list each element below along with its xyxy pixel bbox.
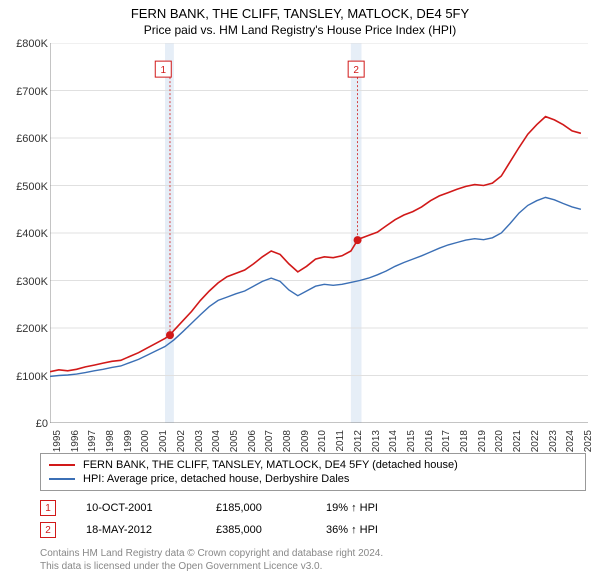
sale-hpi: 36% ↑ HPI [326,524,378,536]
y-tick-label: £500K [16,181,48,193]
sale-marker: 1 [40,500,56,516]
x-tick-label: 2010 [317,430,328,452]
x-tick-label: 2019 [477,430,488,452]
x-tick-label: 2015 [406,430,417,452]
x-tick-label: 2021 [512,430,523,452]
x-tick-label: 1996 [70,430,81,452]
chart-area: 12 [50,43,588,423]
x-tick-label: 2004 [211,430,222,452]
y-tick-label: £100K [16,371,48,383]
x-tick-label: 2000 [140,430,151,452]
x-tick-label: 2005 [229,430,240,452]
x-tick-label: 2014 [388,430,399,452]
svg-text:2: 2 [353,65,359,76]
x-tick-label: 2006 [247,430,258,452]
x-tick-label: 2011 [335,430,346,452]
x-tick-label: 1999 [123,430,134,452]
chart-title: FERN BANK, THE CLIFF, TANSLEY, MATLOCK, … [0,0,600,21]
x-tick-label: 2016 [424,430,435,452]
x-tick-label: 2012 [353,430,364,452]
x-tick-label: 2008 [282,430,293,452]
chart-svg: 12 [50,43,588,423]
sale-price: £385,000 [216,524,296,536]
x-axis-labels: 1995 1996 1997 1998 1999 2000 2001 2002 2003 2004… [50,426,588,466]
chart-subtitle: Price paid vs. HM Land Registry's House … [0,21,600,43]
legend-text: HPI: Average price, detached house, Derb… [83,473,349,485]
x-tick-label: 2009 [300,430,311,452]
x-tick-label: 1995 [52,430,63,452]
sales-table: 1 10-OCT-2001 £185,000 19% ↑ HPI 2 18-MAY-201… [40,497,586,541]
x-tick-label: 2024 [565,430,576,452]
y-tick-label: £700K [16,86,48,98]
footer-line-2: This data is licensed under the Open Gov… [40,560,586,573]
x-tick-label: 2002 [176,430,187,452]
y-tick-label: £800K [16,38,48,50]
y-tick-label: £0 [36,418,48,430]
x-tick-label: 2013 [371,430,382,452]
x-tick-label: 2018 [459,430,470,452]
x-tick-label: 1997 [87,430,98,452]
x-tick-label: 1998 [105,430,116,452]
x-tick-label: 2023 [548,430,559,452]
x-tick-label: 2020 [494,430,505,452]
x-tick-label: 2025 [583,430,594,452]
sale-marker: 2 [40,522,56,538]
y-tick-label: £200K [16,323,48,335]
legend-swatch [49,478,75,480]
x-tick-label: 2003 [194,430,205,452]
y-axis-labels: £0£100K£200K£300K£400K£500K£600K£700K£80… [6,44,50,424]
x-tick-label: 2017 [441,430,452,452]
x-tick-label: 2001 [158,430,169,452]
x-tick-label: 2022 [530,430,541,452]
svg-text:1: 1 [160,65,166,76]
y-tick-label: £400K [16,228,48,240]
legend-row: HPI: Average price, detached house, Derb… [49,472,577,486]
sale-row: 2 18-MAY-2012 £385,000 36% ↑ HPI [40,519,586,541]
footer-attribution: Contains HM Land Registry data © Crown c… [40,547,586,573]
sale-price: £185,000 [216,502,296,514]
y-tick-label: £300K [16,276,48,288]
sale-date: 18-MAY-2012 [86,524,186,536]
y-tick-label: £600K [16,133,48,145]
sale-row: 1 10-OCT-2001 £185,000 19% ↑ HPI [40,497,586,519]
sale-date: 10-OCT-2001 [86,502,186,514]
sale-hpi: 19% ↑ HPI [326,502,378,514]
x-tick-label: 2007 [264,430,275,452]
footer-line-1: Contains HM Land Registry data © Crown c… [40,547,586,560]
